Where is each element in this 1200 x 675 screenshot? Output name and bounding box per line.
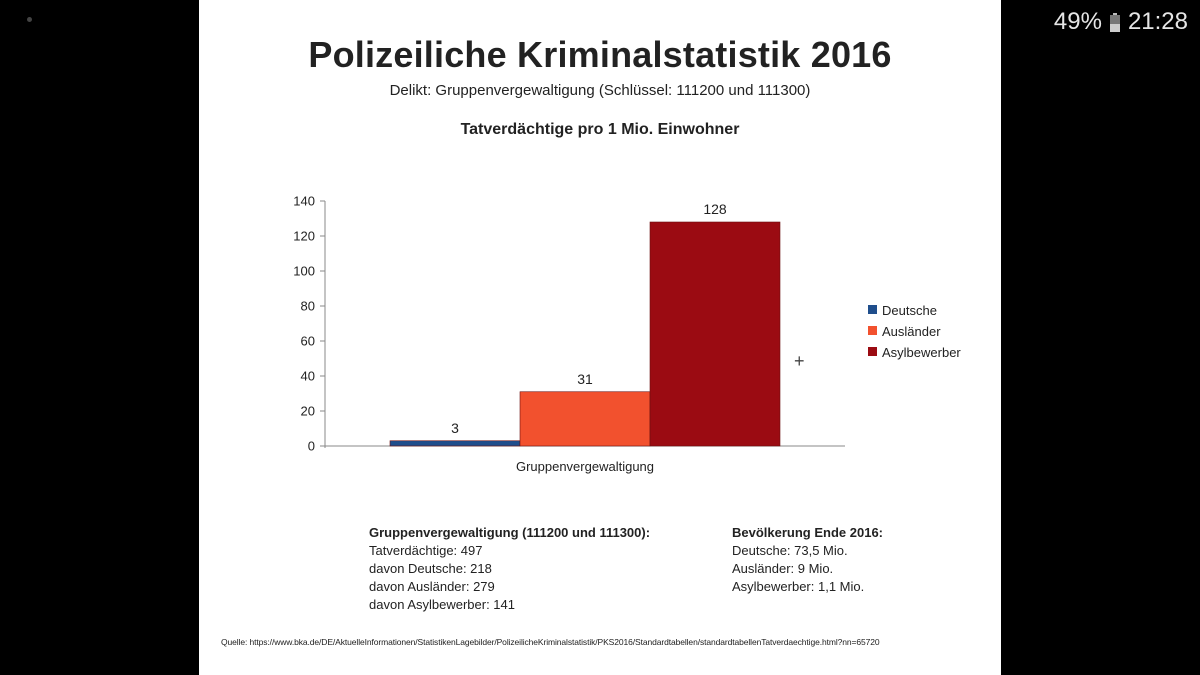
bar-ausländer <box>519 391 651 447</box>
legend-swatch <box>868 305 877 314</box>
y-tick-label: 140 <box>293 194 315 209</box>
y-tick-label: 40 <box>301 369 315 384</box>
left-info-block: Gruppenvergewaltigung (111200 und 111300… <box>369 524 650 614</box>
left-info-line: davon Ausländer: 279 <box>369 579 495 594</box>
legend-swatch <box>868 326 877 335</box>
x-category-label: Gruppenvergewaltigung <box>516 459 654 474</box>
slide: Polizeiliche Kriminalstatistik 2016 Deli… <box>199 0 1001 675</box>
chart-title: Tatverdächtige pro 1 Mio. Einwohner <box>460 121 740 138</box>
data-label: 128 <box>703 201 727 217</box>
slide-subtitle: Delikt: Gruppenvergewaltigung (Schlüssel… <box>389 82 811 99</box>
bar-deutsche <box>389 440 521 447</box>
legend-label: Deutsche <box>882 303 937 318</box>
right-info-line: Ausländer: 9 Mio. <box>732 561 834 576</box>
right-info-heading: Bevölkerung Ende 2016: <box>732 525 883 540</box>
source-text: Quelle: https://www.bka.de/DE/AktuelleIn… <box>221 637 880 647</box>
status-right: 49% 21:28 <box>1054 8 1188 36</box>
clock: 21:28 <box>1127 8 1188 35</box>
right-info-line: Asylbewerber: 1,1 Mio. <box>732 579 865 594</box>
y-tick-label: 100 <box>293 264 315 279</box>
left-info-heading: Gruppenvergewaltigung (111200 und 111300… <box>369 525 651 540</box>
battery-icon <box>1109 12 1120 32</box>
battery-percent: 49% <box>1053 8 1102 35</box>
right-info-line: Deutsche: 73,5 Mio. <box>732 543 848 558</box>
notification-dot-icon <box>27 17 32 22</box>
right-info-block: Bevölkerung Ende 2016: Deutsche: 73,5 Mi… <box>732 524 883 596</box>
y-tick-label: 20 <box>301 404 315 419</box>
left-info-line: davon Asylbewerber: 141 <box>369 597 515 612</box>
crosshair-cursor-icon: + <box>794 351 805 371</box>
left-info-line: davon Deutsche: 218 <box>369 561 492 576</box>
y-tick-label: 80 <box>301 299 315 314</box>
bar-chart: 0 20 40 60 80 100 120 140 3 31 128 Gruppenvergewalt… <box>293 194 961 475</box>
slide-title: Polizeiliche Kriminalstatistik 2016 <box>308 34 892 75</box>
y-tick-label: 0 <box>308 439 315 454</box>
bar-asylbewerber <box>649 221 781 447</box>
legend-label: Asylbewerber <box>882 345 961 360</box>
legend-label: Ausländer <box>882 324 941 339</box>
data-label: 31 <box>577 371 593 387</box>
data-label: 3 <box>451 420 459 436</box>
left-info-line: Tatverdächtige: 497 <box>369 543 483 558</box>
legend-swatch <box>868 347 877 356</box>
y-tick-label: 60 <box>301 334 315 349</box>
y-tick-label: 120 <box>293 229 315 244</box>
status-bar: 49% 21:28 <box>0 0 1200 48</box>
